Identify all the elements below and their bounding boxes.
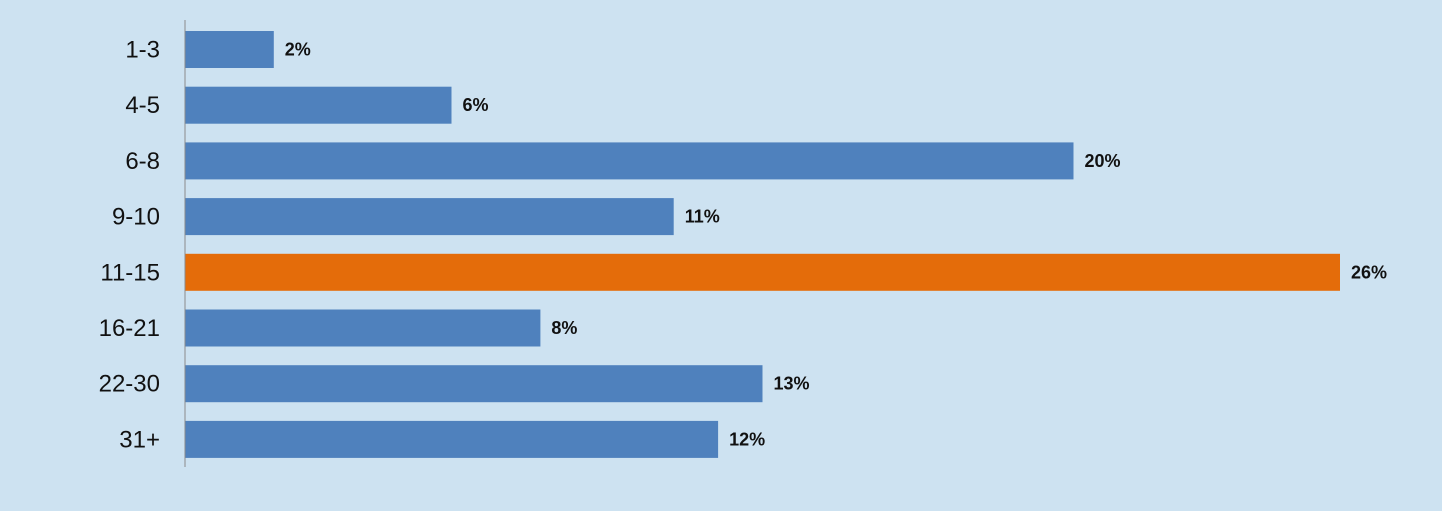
value-label: 11%	[685, 207, 720, 227]
value-label: 20%	[1085, 151, 1121, 171]
bars-group	[185, 31, 1340, 458]
bar-22-30	[185, 365, 763, 403]
value-label: 2%	[285, 40, 311, 60]
bar-11-15	[185, 253, 1340, 291]
category-label: 31+	[119, 426, 160, 453]
category-label: 22-30	[99, 371, 160, 398]
value-label: 26%	[1351, 262, 1387, 282]
value-labels-group: 2% 6% 20% 11% 26% 8% 13% 12%	[285, 40, 1387, 450]
category-label: 16-21	[99, 315, 160, 342]
bar-9-10	[185, 198, 674, 236]
bar-1-3	[185, 31, 274, 68]
category-labels-group: 1-3 4-5 6-8 9-10 11-15 16-21 22-30 31+	[99, 37, 160, 454]
value-label: 13%	[774, 374, 810, 394]
bar-6-8	[185, 142, 1074, 180]
category-label: 9-10	[112, 204, 160, 231]
category-label: 1-3	[125, 37, 160, 64]
bar-16-21	[185, 309, 541, 347]
bar-4-5	[185, 86, 452, 124]
value-label: 12%	[729, 429, 765, 449]
category-label: 6-8	[125, 148, 160, 175]
value-label: 8%	[551, 318, 577, 338]
category-label: 11-15	[100, 259, 160, 286]
category-label: 4-5	[125, 92, 160, 119]
bar-31+	[185, 420, 719, 458]
value-label: 6%	[463, 95, 489, 115]
